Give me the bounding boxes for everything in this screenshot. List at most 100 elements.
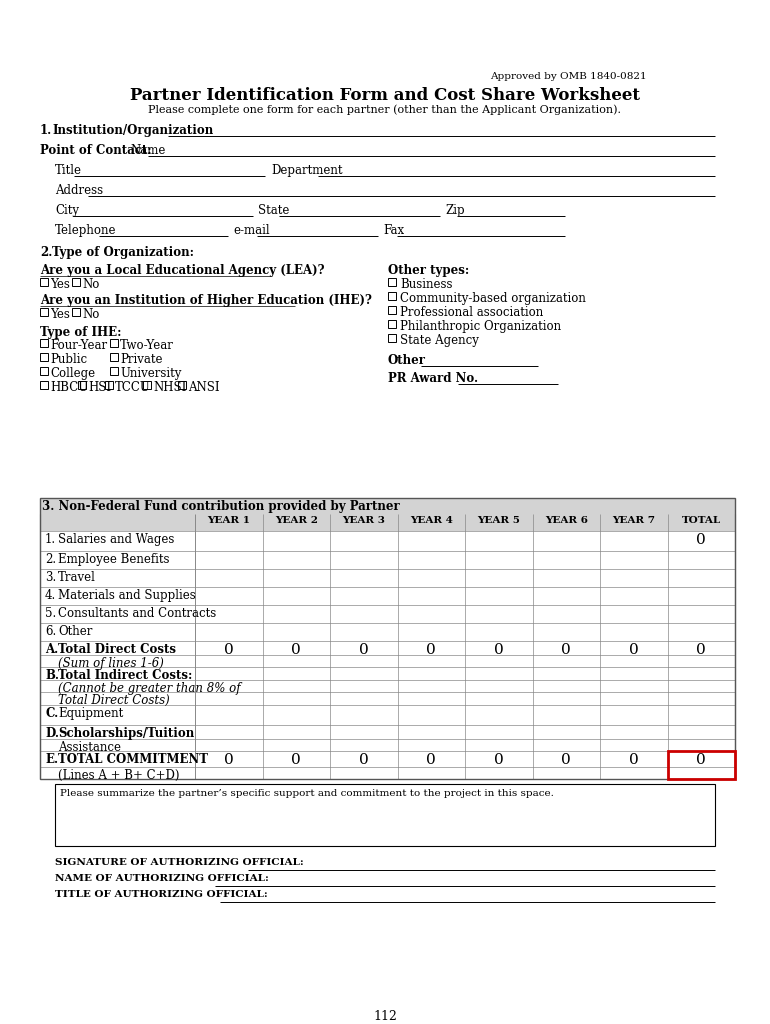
Text: Total Direct Costs: Total Direct Costs	[58, 643, 176, 656]
Text: YEAR 7: YEAR 7	[612, 516, 655, 525]
Text: Four-Year: Four-Year	[50, 339, 107, 352]
Text: Other: Other	[388, 354, 426, 367]
Text: 0: 0	[696, 643, 706, 657]
Text: Yes: Yes	[50, 308, 70, 321]
Bar	[40, 498, 735, 779]
Text: C.: C.	[45, 707, 59, 720]
Bar	[72, 308, 80, 316]
Text: Assistance: Assistance	[58, 741, 121, 754]
Bar	[40, 498, 735, 514]
Text: Name: Name	[130, 144, 166, 157]
Text: Two-Year: Two-Year	[120, 339, 174, 352]
Text: YEAR 6: YEAR 6	[544, 516, 588, 525]
Text: e-mail: e-mail	[233, 224, 270, 237]
Bar	[105, 381, 113, 389]
Bar	[388, 334, 396, 342]
Text: SIGNATURE OF AUTHORIZING OFFICIAL:: SIGNATURE OF AUTHORIZING OFFICIAL:	[55, 858, 307, 867]
Text: 0: 0	[427, 753, 436, 767]
Text: 2.: 2.	[40, 246, 52, 259]
Bar	[143, 381, 151, 389]
Text: 2.: 2.	[45, 553, 56, 566]
Text: 6.: 6.	[45, 625, 56, 638]
Bar	[78, 381, 86, 389]
Text: Title: Title	[55, 164, 82, 177]
Text: YEAR 1: YEAR 1	[207, 516, 250, 525]
Text: Public: Public	[50, 353, 87, 366]
Text: Approved by OMB 1840-0821: Approved by OMB 1840-0821	[490, 72, 647, 81]
Text: TITLE OF AUTHORIZING OFFICIAL:: TITLE OF AUTHORIZING OFFICIAL:	[55, 890, 268, 899]
Text: City: City	[55, 204, 79, 217]
Text: Scholarships/Tuition: Scholarships/Tuition	[58, 727, 194, 740]
Text: Business: Business	[400, 278, 453, 291]
Text: Community-based organization: Community-based organization	[400, 292, 586, 305]
Text: 0: 0	[359, 643, 369, 657]
Text: 0: 0	[696, 753, 706, 767]
Text: ANSI: ANSI	[188, 381, 219, 394]
Text: Point of Contact:: Point of Contact:	[40, 144, 152, 157]
Text: Equipment: Equipment	[58, 707, 123, 720]
Bar	[40, 381, 48, 389]
Bar	[40, 514, 735, 531]
Text: 1.: 1.	[45, 534, 56, 546]
Text: D.: D.	[45, 727, 59, 740]
Text: 0: 0	[291, 643, 301, 657]
Text: 3.: 3.	[45, 571, 56, 584]
Bar	[40, 367, 48, 375]
Bar	[72, 278, 80, 286]
Text: A.: A.	[45, 643, 59, 656]
Text: 112: 112	[373, 1010, 397, 1023]
Text: YEAR 2: YEAR 2	[275, 516, 318, 525]
Text: Philanthropic Organization: Philanthropic Organization	[400, 319, 561, 333]
Text: Salaries and Wages: Salaries and Wages	[58, 534, 174, 546]
Text: E.: E.	[45, 753, 58, 766]
Text: Institution/Organization: Institution/Organization	[52, 124, 213, 137]
Text: Partner Identification Form and Cost Share Worksheet: Partner Identification Form and Cost Sha…	[130, 87, 640, 104]
Bar	[388, 292, 396, 300]
Text: Type of Organization:: Type of Organization:	[52, 246, 194, 259]
Text: No: No	[82, 278, 99, 291]
Bar	[110, 367, 118, 375]
Bar	[40, 278, 48, 286]
Text: Are you an Institution of Higher Education (IHE)?: Are you an Institution of Higher Educati…	[40, 294, 372, 307]
Bar	[40, 339, 48, 347]
Text: Total Direct Costs): Total Direct Costs)	[58, 694, 169, 707]
Bar	[110, 353, 118, 361]
Text: HBCU: HBCU	[50, 381, 88, 394]
Text: TOTAL: TOTAL	[681, 516, 721, 525]
Bar	[110, 339, 118, 347]
Text: 0: 0	[629, 643, 638, 657]
Text: 4.: 4.	[45, 589, 56, 602]
Text: 0: 0	[494, 643, 504, 657]
Text: Materials and Supplies: Materials and Supplies	[58, 589, 196, 602]
Text: Yes: Yes	[50, 278, 70, 291]
Text: 0: 0	[561, 643, 571, 657]
Text: Other: Other	[58, 625, 92, 638]
Bar	[388, 278, 396, 286]
Text: Please complete one form for each partner (other than the Applicant Organization: Please complete one form for each partne…	[149, 104, 621, 115]
Text: 0: 0	[561, 753, 571, 767]
Text: 3. Non-Federal Fund contribution provided by Partner: 3. Non-Federal Fund contribution provide…	[42, 500, 400, 513]
Text: (Lines A + B+ C+D): (Lines A + B+ C+D)	[58, 769, 179, 782]
Text: State: State	[258, 204, 290, 217]
Text: Department: Department	[271, 164, 343, 177]
Text: Consultants and Contracts: Consultants and Contracts	[58, 607, 216, 620]
Text: College: College	[50, 367, 95, 380]
Bar	[40, 308, 48, 316]
Text: 0: 0	[696, 534, 706, 547]
Bar	[388, 306, 396, 314]
Text: 0: 0	[224, 753, 233, 767]
Text: 0: 0	[291, 753, 301, 767]
Text: Are you a Local Educational Agency (LEA)?: Are you a Local Educational Agency (LEA)…	[40, 264, 324, 278]
Text: 5.: 5.	[45, 607, 56, 620]
Text: NAME OF AUTHORIZING OFFICIAL:: NAME OF AUTHORIZING OFFICIAL:	[55, 874, 269, 883]
Text: YEAR 3: YEAR 3	[343, 516, 385, 525]
Text: Zip: Zip	[445, 204, 464, 217]
Text: Other types:: Other types:	[388, 264, 469, 278]
Text: Telephone: Telephone	[55, 224, 116, 237]
Text: 0: 0	[359, 753, 369, 767]
Text: State Agency: State Agency	[400, 334, 479, 347]
Text: YEAR 4: YEAR 4	[410, 516, 453, 525]
Text: Type of IHE:: Type of IHE:	[40, 326, 122, 339]
Text: Professional association: Professional association	[400, 306, 544, 319]
Text: Travel: Travel	[58, 571, 96, 584]
